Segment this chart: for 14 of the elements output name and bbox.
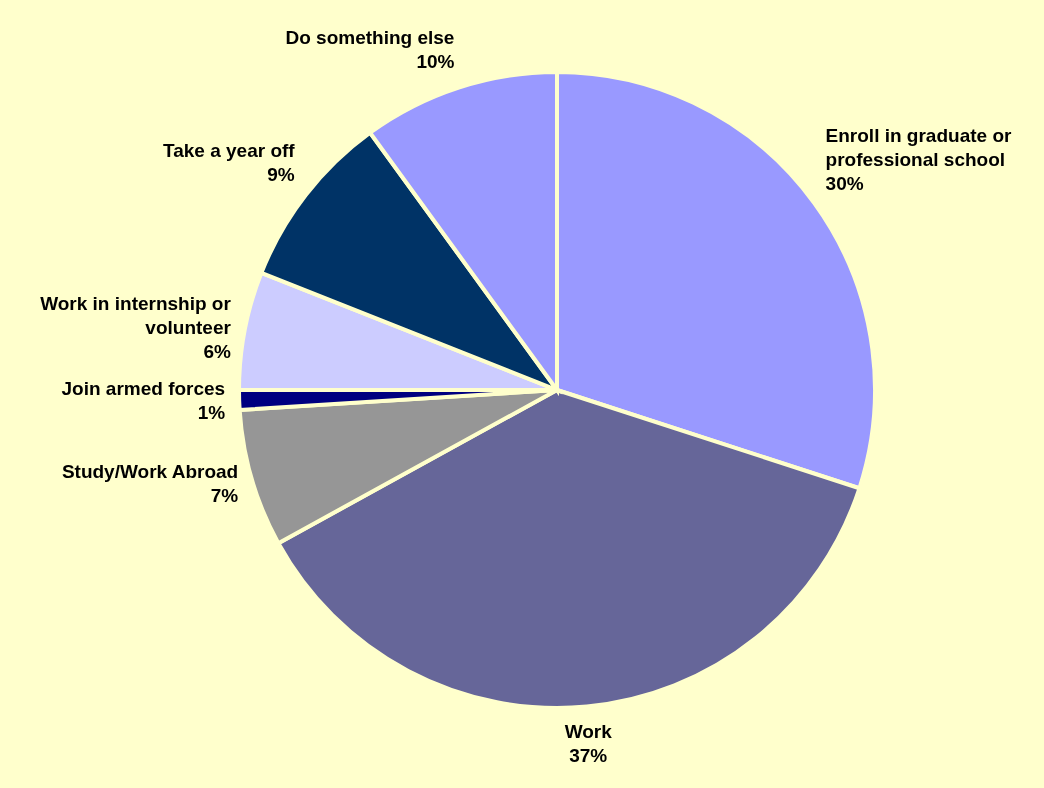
slice-label: Work in internship or volunteer: [40, 293, 232, 339]
data-label: 37%: [569, 744, 608, 766]
data-label: 6%: [203, 340, 231, 362]
slice-label: Enroll in graduate or professional school: [825, 125, 1012, 171]
slice-label: Join armed forces: [61, 378, 226, 400]
data-label: 9%: [267, 164, 295, 186]
slice-label: Take a year off: [163, 140, 296, 162]
data-label: 30%: [825, 172, 864, 194]
slice-label: Work: [564, 721, 613, 743]
slice-label: Study/Work Abroad: [61, 460, 239, 482]
slice-label: Do something else: [285, 27, 455, 49]
data-label: 10%: [416, 51, 455, 73]
data-label: 7%: [210, 484, 239, 506]
data-label: 1%: [197, 402, 226, 424]
